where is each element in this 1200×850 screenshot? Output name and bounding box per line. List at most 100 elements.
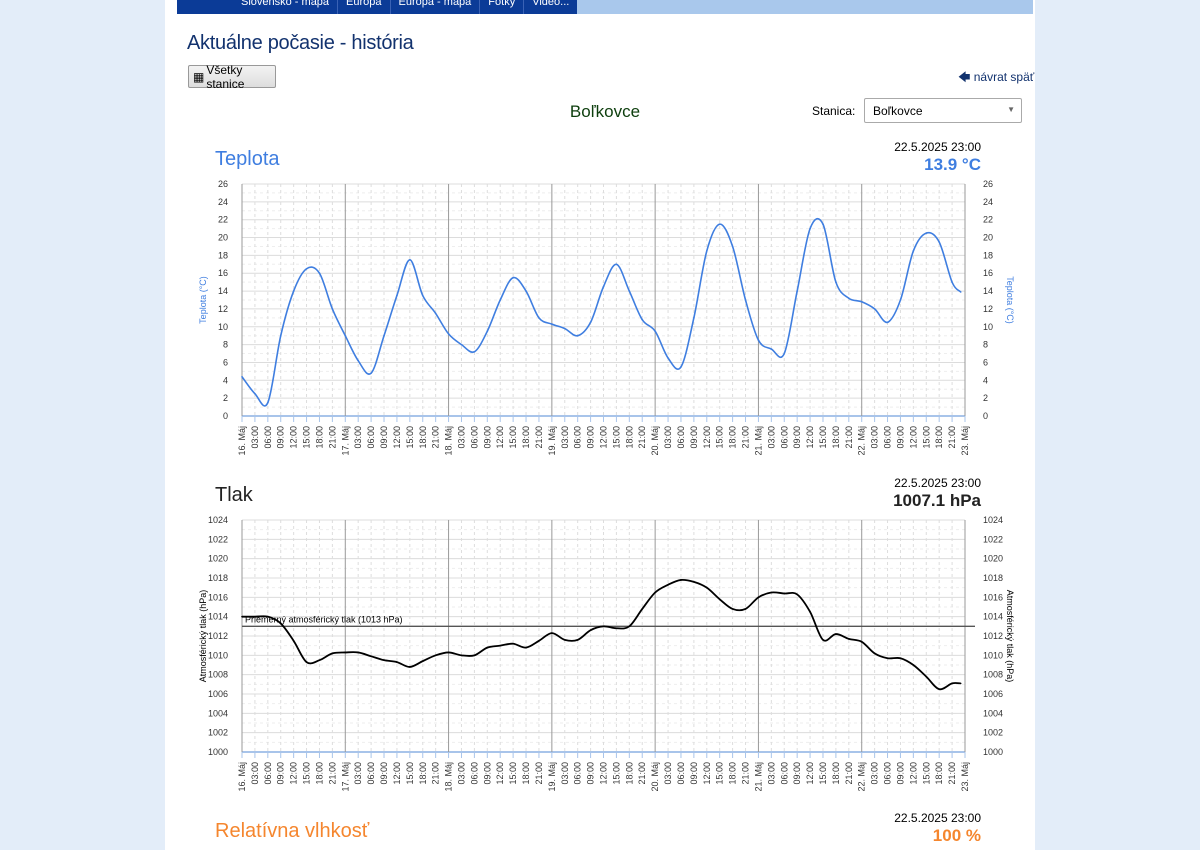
data-point [925,675,928,678]
y-tick-label-left: 1020 [208,554,228,564]
data-point [693,317,695,319]
data-point [938,241,940,243]
x-tick-label: 03:00 [870,762,880,785]
y-tick-label-right: 0 [983,411,988,421]
y-tick-label-left: 2 [223,393,228,403]
x-tick-label: 18:00 [521,762,531,785]
x-tick-label: 18:00 [728,762,738,785]
data-point [538,640,540,642]
y-tick-label-right: 1020 [983,554,1003,564]
nav-slovensko-mapa[interactable]: Slovensko - mapa [241,0,330,8]
y-tick-label-left: 1006 [208,689,228,699]
y-tick-label-left: 1014 [208,612,228,622]
data-point [718,598,721,601]
x-tick-label: 03:00 [456,762,466,785]
x-tick-label: 03:00 [250,426,260,449]
x-tick-label: 03:00 [766,762,776,785]
data-point [718,223,721,225]
nav-europa-mapa[interactable]: Európa - mapa [389,0,480,14]
humidity-time: 22.5.2025 23:00 [894,811,981,825]
y-tick-label-right: 24 [983,197,993,207]
pressure-title: Tlak [215,484,253,506]
station-select-label: Stanica: [812,104,856,118]
humidity-value: 100 % [932,826,981,845]
x-tick-label: 06:00 [676,426,686,449]
data-point [473,654,476,657]
x-tick-label: 18:00 [521,426,531,449]
x-tick-label: 06:00 [676,762,686,785]
x-tick-label: 15:00 [302,426,312,449]
data-point [757,596,760,599]
x-tick-label: 09:00 [276,762,286,785]
x-tick-label: 06:00 [366,426,376,449]
data-point [434,312,437,315]
x-tick-label: 03:00 [766,426,776,449]
data-point [667,357,669,359]
station-select[interactable]: Boľkovce ▼ [864,98,1022,123]
data-point [318,659,321,661]
y-tick-label-right: 1016 [983,592,1003,602]
data-point [744,608,747,610]
x-tick-label: 06:00 [366,762,376,785]
data-point [959,682,962,685]
page-title: Aktuálne počasie - história [187,32,414,54]
y-tick-label-left: 14 [218,286,228,296]
x-tick-label: 18:00 [934,762,944,785]
data-point [512,276,514,279]
data-point [835,281,837,283]
data-point [292,290,295,292]
temperature-value: 13.9 °C [924,155,981,174]
y-tick-label-right: 4 [983,375,988,385]
x-tick-label: 17. Máj [340,426,350,456]
data-point [705,586,708,589]
y-tick-label-right: 20 [983,233,993,243]
x-tick-label: 09:00 [379,762,389,785]
data-point [693,581,695,583]
x-tick-label: 20. Máj [650,762,660,792]
data-point [886,657,889,660]
y-tick-label-left: 20 [218,233,228,243]
x-tick-label: 15:00 [405,426,415,449]
nav-video[interactable]: Video... [523,0,577,14]
y-axis-title-right: Atmosférický tlak (hPa) [1005,590,1015,683]
all-stations-button[interactable]: ▦ Všetky stanice [188,63,276,91]
x-tick-label: 23. Máj [960,426,970,456]
data-point [628,290,631,292]
content-panel [165,0,1035,850]
data-point [370,372,372,374]
nav-europa[interactable]: Európa [337,0,389,14]
x-tick-label: 06:00 [573,762,583,785]
x-tick-label: 09:00 [792,762,802,785]
x-tick-label: 18:00 [831,426,841,449]
y-tick-label-right: 14 [983,286,993,296]
data-point [959,291,962,293]
data-point [305,661,308,663]
x-tick-label: 20. Máj [650,426,660,456]
data-point [499,644,502,647]
x-tick-label: 21:00 [637,762,647,785]
data-point [951,281,953,283]
data-point [809,227,811,230]
y-tick-label-left: 12 [218,304,228,314]
x-tick-label: 12:00 [702,426,712,449]
data-point [848,638,850,640]
y-tick-label-left: 22 [218,215,228,225]
nav-fotky[interactable]: Fotky [479,0,523,14]
humidity-title: Relatívna vlhkosť [215,820,370,842]
x-tick-label: 03:00 [353,762,363,785]
data-point [705,250,708,252]
y-tick-label-left: 24 [218,197,228,207]
data-point [305,267,308,270]
data-point [344,334,347,337]
x-tick-label: 21:00 [741,762,751,785]
x-tick-label: 12:00 [392,762,402,785]
y-tick-label-right: 16 [983,268,993,278]
x-tick-label: 09:00 [276,426,286,449]
y-tick-label-right: 1018 [983,573,1003,583]
data-point [899,657,902,660]
x-tick-label: 15:00 [921,426,931,449]
back-link[interactable]: 🡄 návrat späť [958,68,1034,89]
chevron-down-icon: ▼ [1007,105,1015,114]
data-point [486,330,489,333]
